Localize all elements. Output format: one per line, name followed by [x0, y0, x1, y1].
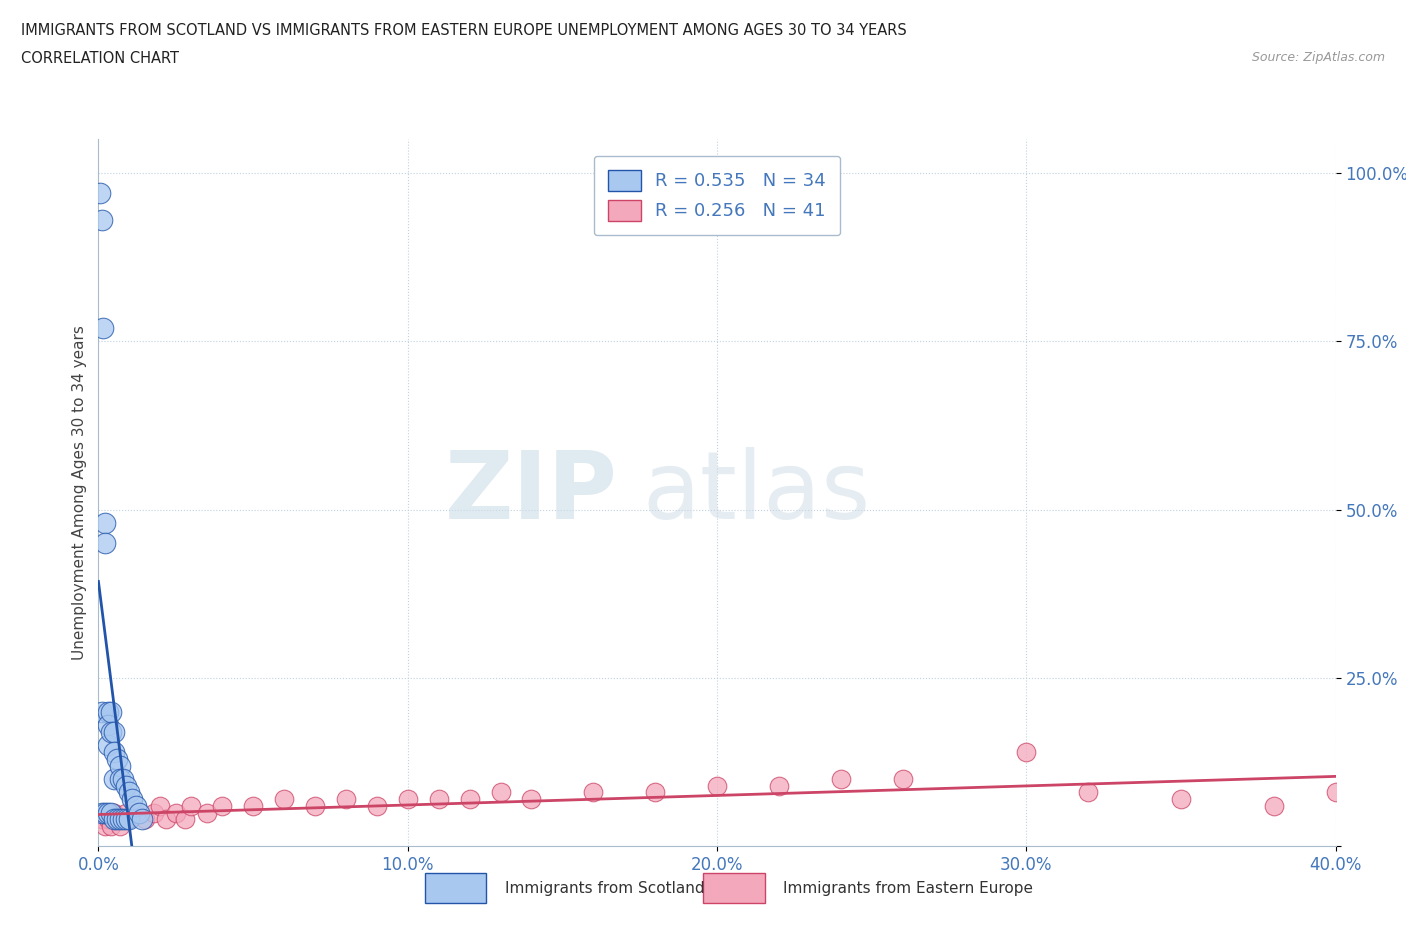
Point — [427, 791, 450, 806]
Point — [103, 805, 125, 820]
Point — [112, 812, 135, 827]
Point — [131, 812, 153, 827]
Point — [115, 812, 138, 827]
Point — [304, 799, 326, 814]
Text: Immigrants from Eastern Europe: Immigrants from Eastern Europe — [783, 881, 1033, 896]
Point — [768, 778, 790, 793]
Point — [91, 321, 114, 336]
Legend: R = 0.535   N = 34, R = 0.256   N = 41: R = 0.535 N = 34, R = 0.256 N = 41 — [593, 155, 841, 235]
Point — [112, 772, 135, 787]
Point — [90, 704, 112, 719]
Point — [93, 818, 115, 833]
Point — [174, 812, 197, 827]
Point — [100, 704, 122, 719]
Point — [180, 799, 202, 814]
Point — [1015, 745, 1038, 760]
Point — [121, 791, 143, 806]
Point — [90, 213, 112, 228]
Point — [100, 724, 122, 739]
Text: IMMIGRANTS FROM SCOTLAND VS IMMIGRANTS FROM EASTERN EUROPE UNEMPLOYMENT AMONG AG: IMMIGRANTS FROM SCOTLAND VS IMMIGRANTS F… — [21, 23, 907, 38]
Point — [105, 812, 128, 827]
FancyBboxPatch shape — [703, 873, 765, 903]
Point — [103, 724, 125, 739]
Point — [97, 718, 120, 733]
Point — [458, 791, 481, 806]
Point — [112, 812, 135, 827]
Point — [644, 785, 666, 800]
Point — [1324, 785, 1347, 800]
Point — [103, 812, 125, 827]
Point — [242, 799, 264, 814]
Point — [108, 812, 131, 827]
Point — [118, 785, 141, 800]
Point — [97, 812, 120, 827]
Point — [1077, 785, 1099, 800]
Point — [165, 805, 187, 820]
Point — [90, 812, 112, 827]
Text: Immigrants from Scotland: Immigrants from Scotland — [505, 881, 704, 896]
Point — [195, 805, 218, 820]
Point — [143, 805, 166, 820]
Point — [706, 778, 728, 793]
Text: CORRELATION CHART: CORRELATION CHART — [21, 51, 179, 66]
Point — [520, 791, 543, 806]
Point — [93, 805, 115, 820]
Point — [115, 778, 138, 793]
FancyBboxPatch shape — [425, 873, 486, 903]
Point — [105, 751, 128, 766]
Y-axis label: Unemployment Among Ages 30 to 34 years: Unemployment Among Ages 30 to 34 years — [72, 326, 87, 660]
Point — [93, 536, 115, 551]
Point — [118, 812, 141, 827]
Point — [124, 799, 146, 814]
Point — [1263, 799, 1285, 814]
Point — [97, 805, 120, 820]
Point — [1170, 791, 1192, 806]
Text: atlas: atlas — [643, 447, 872, 538]
Point — [108, 758, 131, 773]
Point — [366, 799, 388, 814]
Point — [103, 745, 125, 760]
Point — [396, 791, 419, 806]
Point — [211, 799, 233, 814]
Point — [100, 805, 122, 820]
Point — [335, 791, 357, 806]
Point — [97, 737, 120, 752]
Point — [155, 812, 177, 827]
Point — [103, 772, 125, 787]
Point — [90, 805, 112, 820]
Point — [108, 772, 131, 787]
Text: ZIP: ZIP — [446, 447, 619, 538]
Point — [89, 186, 111, 201]
Point — [118, 812, 141, 827]
Point — [124, 805, 146, 820]
Point — [149, 799, 172, 814]
Point — [891, 772, 914, 787]
Point — [97, 704, 120, 719]
Point — [273, 791, 295, 806]
Point — [93, 516, 115, 531]
Point — [830, 772, 852, 787]
Point — [489, 785, 512, 800]
Point — [115, 805, 138, 820]
Point — [105, 812, 128, 827]
Point — [582, 785, 605, 800]
Point — [100, 818, 122, 833]
Point — [108, 818, 131, 833]
Text: Source: ZipAtlas.com: Source: ZipAtlas.com — [1251, 51, 1385, 64]
Point — [134, 812, 156, 827]
Point — [128, 805, 150, 820]
